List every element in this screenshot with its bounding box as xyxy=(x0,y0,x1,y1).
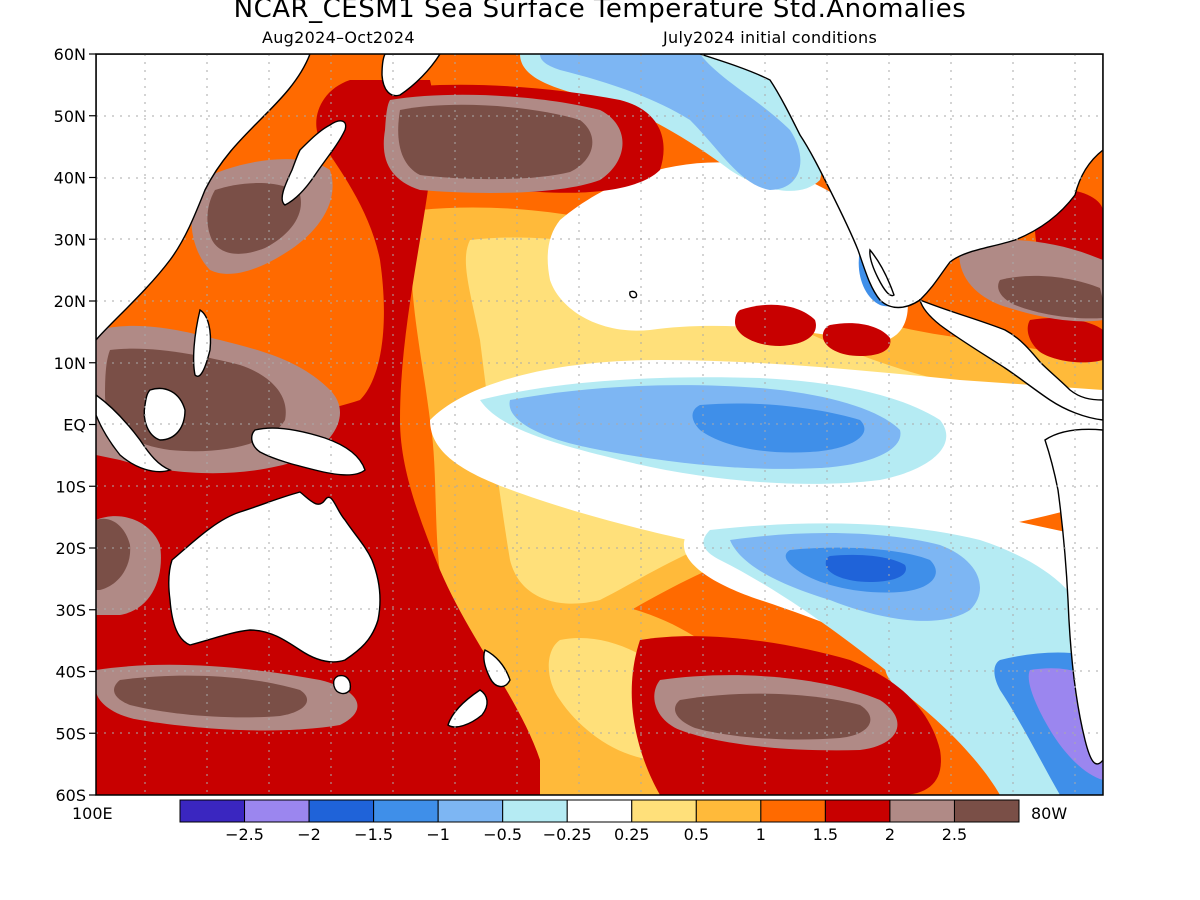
lat-label: 20S xyxy=(55,539,86,558)
colorbar: −2.5 −2 −1.5 −1 −0.5 −0.25 0.25 0.5 1 1.5 2 2.5 xyxy=(179,799,1020,844)
philippines-land xyxy=(192,308,212,377)
colorbar-swatch xyxy=(889,799,955,823)
kamchatka-land xyxy=(381,54,441,97)
new-zealand-south xyxy=(447,689,488,728)
hawaii-islands xyxy=(629,290,638,299)
tasmania-land xyxy=(332,674,352,695)
colorbar-swatch xyxy=(502,799,568,823)
field-extreme-npac xyxy=(398,104,593,180)
field-extreme-south-central xyxy=(675,693,871,740)
lat-label: 10S xyxy=(55,477,86,496)
colorbar-swatch xyxy=(953,799,1020,823)
colorbar-label: 1 xyxy=(756,825,766,844)
lat-label: 60N xyxy=(54,45,86,64)
lon-label-east: 80W xyxy=(1031,804,1068,823)
colorbar-swatch xyxy=(695,799,762,823)
field-extreme-caribbean xyxy=(998,275,1103,319)
lat-label: 40S xyxy=(55,663,86,682)
field-cold-sepac-strong xyxy=(825,554,906,582)
colorbar-label: −0.25 xyxy=(543,825,592,844)
colorbar-label: 2.5 xyxy=(942,825,967,844)
colorbar-label: −2.5 xyxy=(225,825,264,844)
baja-peninsula xyxy=(869,248,895,297)
gridlines xyxy=(96,54,1103,795)
lat-label: EQ xyxy=(63,416,86,435)
initial-conditions: July2024 initial conditions xyxy=(663,28,878,47)
japan-land xyxy=(281,120,347,206)
field-cold-equatorial-core xyxy=(692,403,865,453)
field-hot-central-1 xyxy=(735,304,816,346)
lat-label: 50S xyxy=(55,724,86,743)
lat-label: 10N xyxy=(54,354,86,373)
lat-label: 60S xyxy=(55,786,86,805)
lat-label: 40N xyxy=(54,169,86,188)
colorbar-swatch xyxy=(244,799,310,823)
land xyxy=(96,54,1103,765)
field-hot-central-2 xyxy=(822,323,891,356)
colorbar-swatch xyxy=(566,799,633,823)
lat-label: 20N xyxy=(54,292,86,311)
colorbar-label: −2 xyxy=(297,825,321,844)
colorbar-swatch xyxy=(760,799,826,823)
colorbar-label: −0.5 xyxy=(483,825,522,844)
field-cold-npac xyxy=(540,54,801,190)
colorbar-label: 2 xyxy=(885,825,895,844)
colorbar-swatch xyxy=(308,799,375,823)
lat-label: 30S xyxy=(55,601,86,620)
field-hot-central-am xyxy=(1027,318,1103,363)
australia-land xyxy=(167,491,381,663)
colorbar-label: 1.5 xyxy=(813,825,838,844)
colorbar-label: −1.5 xyxy=(354,825,393,844)
lat-label: 30N xyxy=(54,230,86,249)
colorbar-label: 0.25 xyxy=(614,825,650,844)
colorbar-swatch xyxy=(631,799,697,823)
borneo-land xyxy=(143,387,186,441)
field-neutral-north xyxy=(547,162,908,342)
new-guinea-land xyxy=(251,427,366,476)
field-extreme-southern xyxy=(114,675,308,718)
central-america-land xyxy=(918,298,1103,421)
colorbar-label: 0.5 xyxy=(684,825,709,844)
colorbar-swatch xyxy=(437,799,504,823)
new-zealand-north xyxy=(483,649,511,688)
field-extreme-japan xyxy=(207,183,301,254)
latitude-axis: 60N 50N 40N 30N 20N 10N EQ 10S 20S 30S 40S 50S 60S xyxy=(54,45,96,805)
north-america-land xyxy=(699,54,1103,309)
lat-label: 50N xyxy=(54,107,86,126)
forecast-period: Aug2024–Oct2024 xyxy=(262,28,415,47)
sumatra-java xyxy=(96,394,172,473)
field-extreme-indian-ocean xyxy=(96,518,131,590)
map-title: NCAR_CESM1 Sea Surface Temperature Std.A… xyxy=(233,0,967,24)
colorbar-swatch xyxy=(179,799,246,823)
asia-coast xyxy=(96,54,311,342)
colorbar-swatch xyxy=(824,799,891,823)
colorbar-label: −1 xyxy=(426,825,450,844)
lon-label-west: 100E xyxy=(72,804,113,823)
colorbar-swatch xyxy=(373,799,439,823)
